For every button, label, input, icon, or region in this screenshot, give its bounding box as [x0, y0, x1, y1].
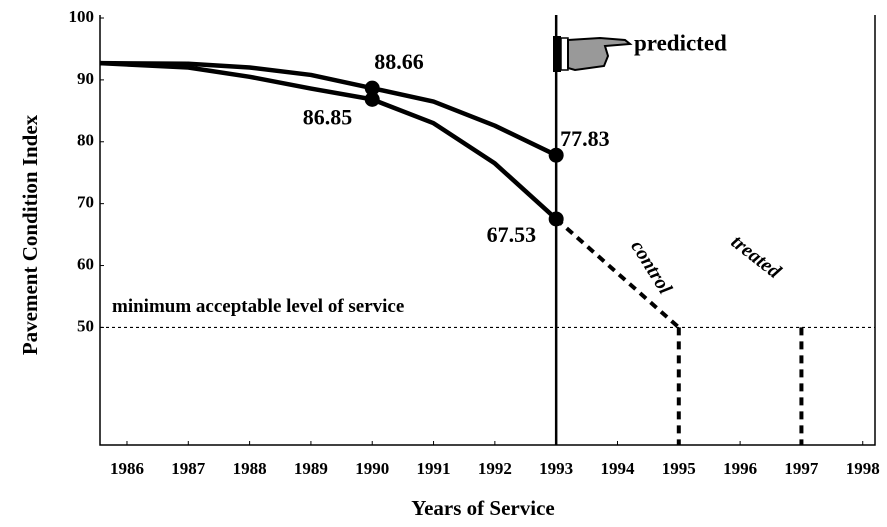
x-tick-label: 1989 — [294, 459, 328, 478]
x-tick-label: 1998 — [846, 459, 880, 478]
data-point — [549, 211, 564, 226]
data-label: 86.85 — [303, 104, 353, 129]
x-tick-label: 1986 — [110, 459, 144, 478]
x-tick-label: 1991 — [417, 459, 451, 478]
x-tick-label: 1988 — [233, 459, 267, 478]
chart: Pavement Condition Index Years of Servic… — [0, 0, 887, 527]
y-axis-label: Pavement Condition Index — [18, 114, 42, 355]
x-tick-label: 1992 — [478, 459, 512, 478]
threshold-label: minimum acceptable level of service — [112, 296, 404, 317]
y-tick-label: 60 — [77, 254, 94, 273]
x-tick-label: 1990 — [355, 459, 389, 478]
predicted-label: predicted — [634, 30, 727, 55]
y-tick-label: 90 — [77, 69, 94, 88]
x-axis-label: Years of Service — [411, 496, 554, 520]
x-tick-label: 1993 — [539, 459, 573, 478]
series-name: treated — [727, 231, 786, 284]
data-label: 67.53 — [487, 222, 537, 247]
series-line — [100, 63, 556, 219]
page: Pavement Condition Index Years of Servic… — [0, 0, 887, 527]
predicted-icon — [553, 36, 630, 72]
x-tick-label: 1987 — [171, 459, 206, 478]
y-tick-label: 100 — [69, 7, 95, 26]
icon-cuff — [561, 38, 568, 70]
x-tick-label: 1997 — [784, 459, 819, 478]
y-tick-label: 70 — [77, 193, 94, 212]
y-tick-label: 80 — [77, 131, 94, 150]
data-label: 77.83 — [560, 126, 610, 151]
data-label: 88.66 — [374, 49, 424, 74]
icon-hand — [568, 38, 630, 70]
y-tick-label: 50 — [77, 316, 94, 335]
x-tick-label: 1995 — [662, 459, 696, 478]
x-tick-label: 1996 — [723, 459, 757, 478]
x-tick-label: 1994 — [600, 459, 635, 478]
data-point — [365, 92, 380, 107]
